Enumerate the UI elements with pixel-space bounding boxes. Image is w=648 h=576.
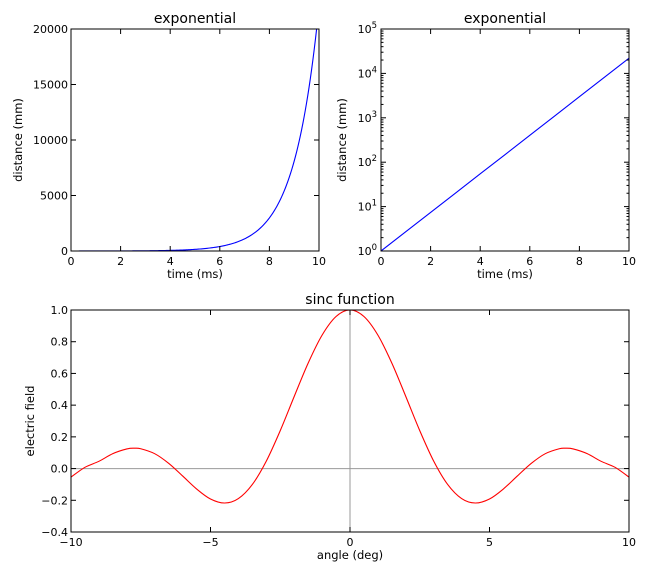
linear-ytick-label: 5000: [40, 190, 68, 203]
linear-xtick-label: 10: [312, 255, 326, 268]
log-xtick-label: 10: [622, 255, 636, 268]
log-xtick-label: 0: [378, 255, 385, 268]
log-ylabel: distance (mm): [335, 98, 349, 182]
linear-ytick-label: 0: [61, 245, 68, 258]
sinc-xtick-label: 10: [622, 536, 636, 549]
log-series-line: [381, 57, 629, 251]
sinc-series-line: [71, 310, 629, 504]
sinc-xlabel: angle (deg): [317, 548, 383, 562]
linear-xtick-label: 8: [266, 255, 273, 268]
sinc-ytick-label: −0.2: [41, 494, 68, 507]
linear-xtick-label: 4: [167, 255, 174, 268]
log-xtick-label: 8: [576, 255, 583, 268]
sinc-xtick-label: 0: [347, 536, 354, 549]
linear-xtick-label: 6: [216, 255, 223, 268]
linear-title: exponential: [154, 11, 236, 27]
linear-xtick-label: 0: [68, 255, 75, 268]
sinc-ytick-label: 0.6: [51, 367, 69, 380]
linear-chart: 0 2 4 6 8 10 0 5000 10000 15000 20000 exponential ti…: [11, 11, 326, 281]
sinc-xtick-label: −10: [59, 536, 82, 549]
sinc-ytick-label: 0.8: [51, 336, 69, 349]
linear-ylabel: distance (mm): [11, 98, 25, 182]
sinc-ylabel: electric field: [23, 386, 37, 457]
sinc-xtick-label: −5: [202, 536, 218, 549]
sinc-ytick-label: 0.2: [51, 431, 69, 444]
sinc-title: sinc function: [305, 292, 394, 308]
linear-series-line: [71, 29, 318, 251]
sinc-ytick-label: 0.4: [51, 399, 69, 412]
log-ytick-label: 105: [358, 21, 377, 36]
log-ytick-label: 103: [358, 110, 377, 125]
log-chart: 0 2 4 6 8 10 100 101 102 103 104 105 exponential time…: [335, 11, 636, 281]
log-xtick-label: 6: [526, 255, 533, 268]
linear-xtick-label: 2: [117, 255, 124, 268]
sinc-ytick-label: 1.0: [51, 304, 69, 317]
linear-plot-frame: [70, 28, 320, 252]
log-ytick-label: 100: [358, 243, 377, 258]
sinc-chart: −10 −5 0 5 10 −0.4 −0.2 0.0 0.2 0.4 0.6 0.8 1.0 sinc …: [23, 292, 636, 562]
log-xtick-label: 2: [427, 255, 434, 268]
linear-ytick-label: 10000: [33, 134, 68, 147]
log-ytick-label: 101: [358, 199, 377, 214]
sinc-ytick-label: 0.0: [51, 463, 69, 476]
log-plot-frame: [380, 28, 630, 252]
linear-ytick-label: 20000: [33, 23, 68, 36]
sinc-ytick-label: −0.4: [41, 526, 68, 539]
log-ytick-label: 104: [358, 65, 377, 80]
log-xlabel: time (ms): [477, 267, 533, 281]
log-xtick-label: 4: [477, 255, 484, 268]
linear-ytick-label: 15000: [33, 79, 68, 92]
log-title: exponential: [464, 11, 546, 27]
sinc-xtick-label: 5: [486, 536, 493, 549]
linear-xlabel: time (ms): [167, 267, 223, 281]
log-ytick-label: 102: [358, 154, 377, 169]
